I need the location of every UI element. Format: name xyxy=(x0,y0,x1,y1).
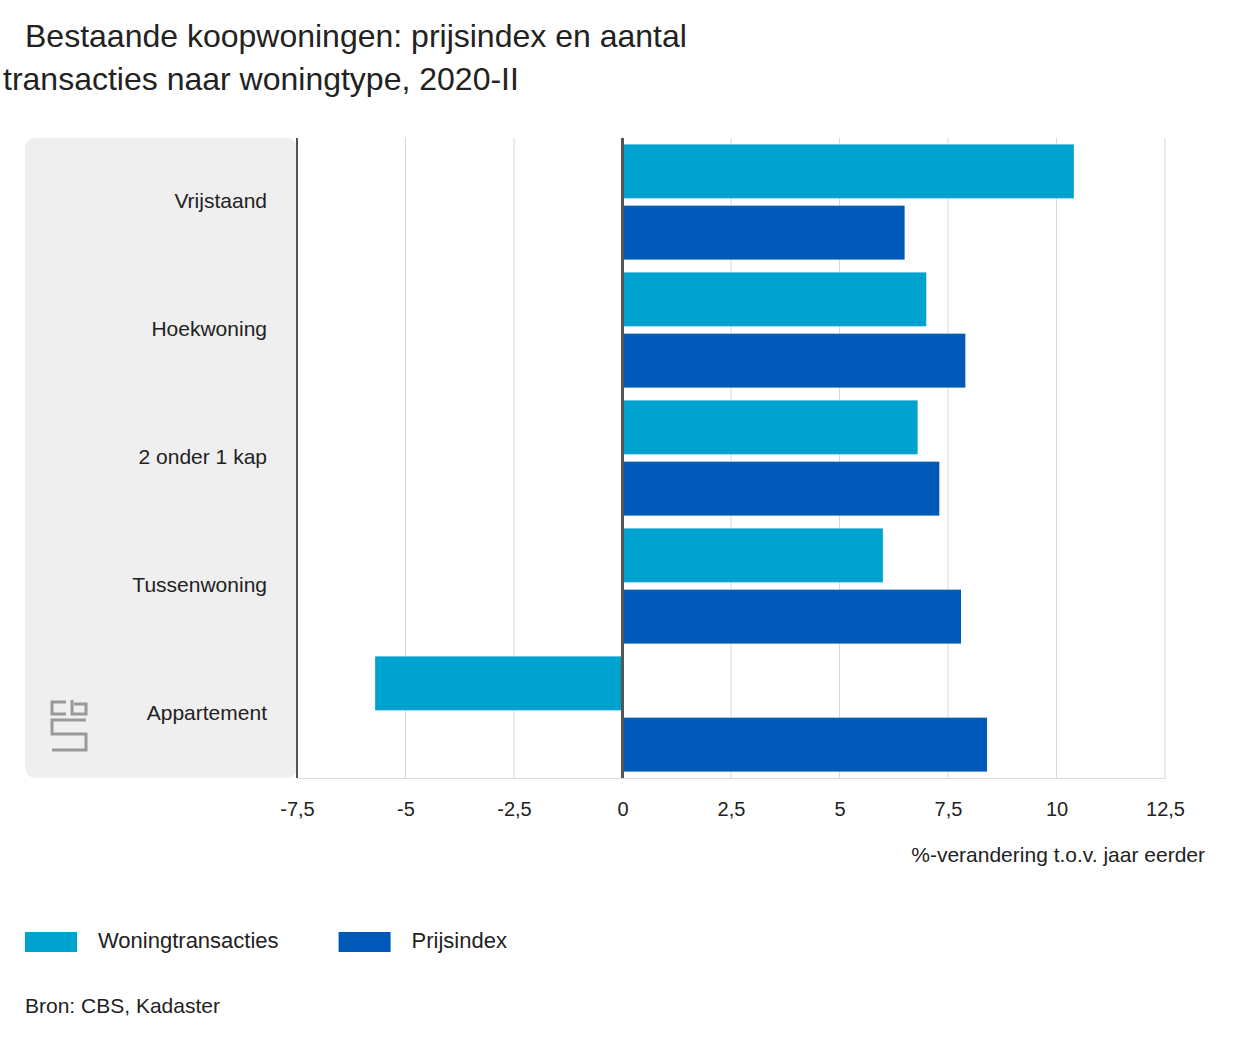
category-label: Appartement xyxy=(147,701,267,724)
tick: 12,5 xyxy=(1146,778,1185,820)
x-axis: -7,5 -5 -2,5 0 2,5 5 7,5 10 12,5 xyxy=(280,778,1185,820)
legend-swatch xyxy=(339,932,391,952)
legend: Woningtransacties Prijsindex xyxy=(25,928,507,953)
tick-label: -2,5 xyxy=(497,798,531,820)
tick-label: -7,5 xyxy=(280,798,314,820)
logo xyxy=(52,700,86,750)
legend-label: Woningtransacties xyxy=(98,928,279,953)
bar xyxy=(623,144,1074,198)
grid-line xyxy=(1165,138,1166,778)
axis-line xyxy=(296,138,298,778)
tick: 7,5 xyxy=(935,778,963,820)
tick-label: 7,5 xyxy=(935,798,963,820)
category-label: Hoekwoning xyxy=(151,317,267,340)
axis-domain xyxy=(298,778,1166,779)
legend-swatch xyxy=(25,932,77,952)
title: Bestaande koopwoningen: prijsindex en aa… xyxy=(3,18,687,97)
category-panel xyxy=(25,138,297,778)
source: Bron: CBS, Kadaster xyxy=(25,994,220,1017)
bar xyxy=(623,272,927,326)
legend-label: Prijsindex xyxy=(412,928,507,953)
tick-label: 5 xyxy=(834,798,845,820)
bar xyxy=(623,334,966,388)
zero-line xyxy=(621,138,624,778)
grid-line xyxy=(1056,138,1057,778)
bars xyxy=(375,144,1074,771)
tick-label: -5 xyxy=(397,798,415,820)
bar xyxy=(623,528,883,582)
tick: -5 xyxy=(397,778,415,820)
tick: 10 xyxy=(1046,778,1068,820)
bar xyxy=(375,656,622,710)
tick: -2,5 xyxy=(497,778,531,820)
bar xyxy=(623,590,962,644)
bar xyxy=(623,400,918,454)
bar xyxy=(623,462,940,516)
tick: -7,5 xyxy=(280,778,314,820)
grid-line xyxy=(622,138,623,778)
grid-line xyxy=(948,138,949,778)
category-labels: Vrijstaand Hoekwoning 2 onder 1 kap Tussenw… xyxy=(132,189,267,724)
tick-label: 10 xyxy=(1046,798,1068,820)
category-label: 2 onder 1 kap xyxy=(139,445,267,468)
x-axis-label: %-verandering t.o.v. jaar eerder xyxy=(911,843,1205,866)
grid xyxy=(297,138,1165,778)
category-label: Tussenwoning xyxy=(132,573,267,596)
bar xyxy=(623,718,988,772)
tick: 2,5 xyxy=(718,778,746,820)
category-label: Vrijstaand xyxy=(174,189,267,212)
tick: 5 xyxy=(834,778,845,820)
chart: Bestaande koopwoningen: prijsindex en aa… xyxy=(0,0,1260,1050)
tick-label: 12,5 xyxy=(1146,798,1185,820)
tick: 0 xyxy=(617,778,628,820)
tick-label: 0 xyxy=(617,798,628,820)
bar xyxy=(623,206,905,260)
tick-label: 2,5 xyxy=(718,798,746,820)
